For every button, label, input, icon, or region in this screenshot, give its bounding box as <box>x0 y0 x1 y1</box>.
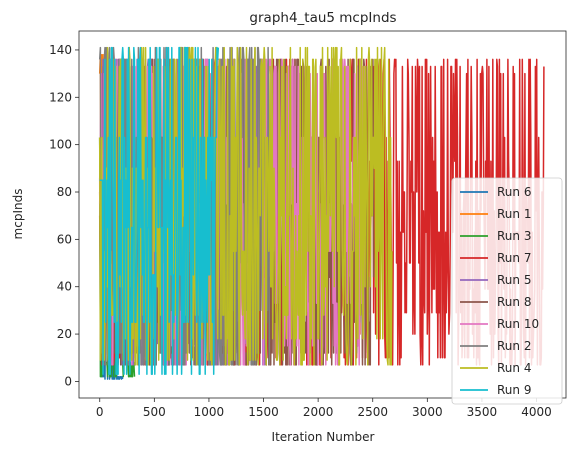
legend-label-run-1: Run 1 <box>497 207 531 221</box>
y-axis: 0 20 40 60 80 100 120 140 <box>49 43 79 388</box>
series-lines <box>98 46 545 380</box>
plot-area <box>78 30 567 399</box>
legend-label-run-3: Run 3 <box>497 229 531 243</box>
x-tick-label: 1500 <box>248 405 279 419</box>
legend-label-run-6: Run 6 <box>497 185 531 199</box>
y-tick-label: 100 <box>49 138 72 152</box>
y-tick-label: 20 <box>57 327 72 341</box>
y-tick-label: 120 <box>49 90 72 104</box>
legend-label-run-10: Run 10 <box>497 317 539 331</box>
x-tick-label: 500 <box>143 405 166 419</box>
y-tick-label: 140 <box>49 43 72 57</box>
x-tick-label: 1000 <box>194 405 225 419</box>
x-axis-title: Iteration Number <box>272 430 375 444</box>
legend-box <box>451 177 563 405</box>
legend-label-run-2: Run 2 <box>497 339 531 353</box>
x-tick-label: 2000 <box>303 405 334 419</box>
y-tick-label: 60 <box>57 232 72 246</box>
legend-label-run-7: Run 7 <box>497 251 531 265</box>
legend-label-run-8: Run 8 <box>497 295 531 309</box>
y-axis-title: mcpInds <box>11 189 25 240</box>
x-tick-label: 3000 <box>412 405 443 419</box>
legend-label-run-5: Run 5 <box>497 273 531 287</box>
legend: Run 6 Run 1 Run 3 Run 7 Run 5 Run 8 Run 10 Run … <box>451 177 563 405</box>
chart-title: graph4_tau5 mcpInds <box>249 10 396 26</box>
x-axis: 0 500 1000 1500 2000 2500 3000 3500 4000 <box>96 398 552 419</box>
y-tick-label: 0 <box>64 374 72 388</box>
x-tick-label: 2500 <box>357 405 388 419</box>
legend-label-run-4: Run 4 <box>497 361 531 375</box>
y-tick-label: 80 <box>57 185 72 199</box>
x-tick-label: 4000 <box>521 405 552 419</box>
x-tick-label: 3500 <box>467 405 498 419</box>
y-tick-label: 40 <box>57 280 72 294</box>
series-line-run-4 <box>98 46 393 366</box>
x-tick-label: 0 <box>96 405 104 419</box>
legend-label-run-9: Run 9 <box>497 383 531 397</box>
series-line-run-9 <box>99 46 220 376</box>
